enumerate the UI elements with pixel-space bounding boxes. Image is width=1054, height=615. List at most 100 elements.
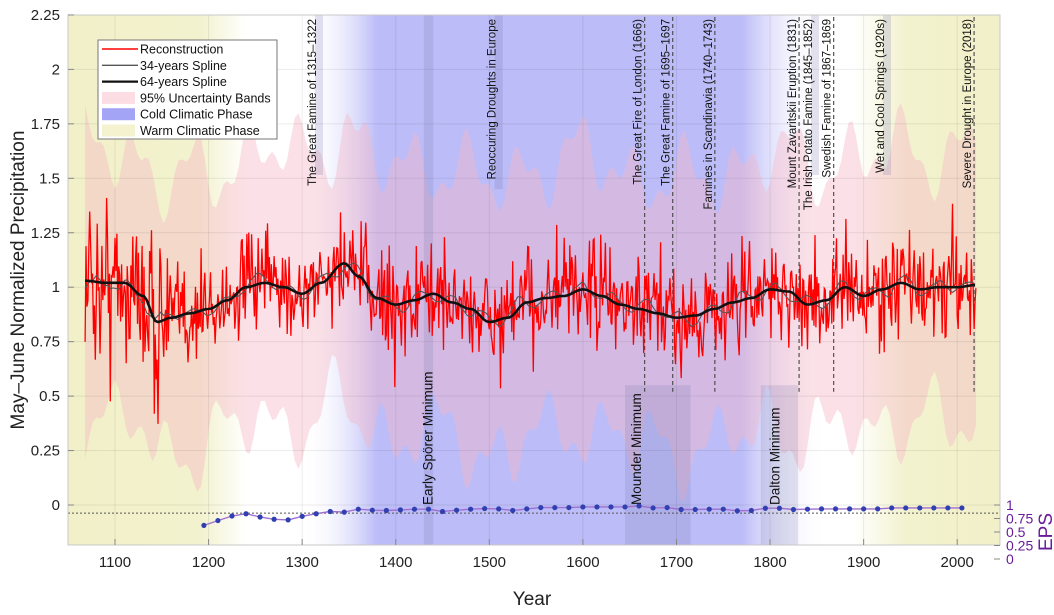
eps-point [313, 511, 319, 517]
eps-point [664, 504, 670, 511]
y2-tick-label: 1 [1006, 497, 1014, 513]
event-band [315, 15, 324, 175]
eps-point [538, 504, 544, 511]
y-tick-label: 0 [52, 497, 60, 514]
eps-point [748, 507, 754, 514]
legend-entry-label: Warm Climatic Phase [140, 124, 260, 138]
eps-point [734, 508, 740, 514]
y-tick-label: 2 [52, 61, 60, 78]
eps-point [201, 522, 207, 529]
eps-point [285, 517, 291, 523]
eps-point [861, 506, 867, 512]
eps-point [889, 505, 895, 511]
eps-point [931, 505, 937, 511]
legend-entry-label: Cold Climatic Phase [140, 108, 253, 122]
y-tick-label: 0.25 [31, 443, 60, 460]
event-label: Severe Drought in Europe (2018) [962, 19, 974, 189]
event-label: Famines in Scandinavia (1740–1743) [703, 19, 715, 210]
eps-point [650, 505, 656, 511]
eps-point [299, 513, 305, 519]
eps-point [847, 506, 853, 512]
event-band [810, 15, 819, 175]
eps-point [397, 507, 404, 513]
eps-point [425, 506, 432, 512]
event-label: Wet and Cool Springs (1920s) [875, 19, 887, 173]
y-axis-label: May–June Normalized Precipitation [8, 131, 29, 430]
eps-point [790, 506, 797, 513]
eps-point [453, 507, 460, 513]
eps-point [692, 506, 698, 513]
eps-point [566, 504, 572, 511]
eps-point [383, 507, 389, 514]
event-label: The Irish Potato Famine (1845–1852) [803, 19, 815, 210]
eps-point [580, 504, 586, 510]
x-tick-label: 1300 [285, 554, 318, 571]
eps-point [482, 505, 488, 512]
plot-frame [67, 14, 1001, 546]
legend-swatch-patch [102, 91, 135, 104]
eps-point [341, 509, 347, 515]
y2-tick-label: 0.25 [1006, 538, 1033, 554]
eps-point [608, 504, 614, 510]
event-label: Reoccuring Droughts in Europe [487, 19, 499, 179]
x-tick-label: 1900 [847, 554, 880, 571]
eps-point [636, 503, 642, 509]
eps-point [510, 507, 516, 514]
spline-64yr-line [85, 261, 976, 324]
solar-minimum-label: Dalton Minimum [768, 407, 783, 505]
legend-box [97, 39, 278, 140]
legend-entry-label: 95% Uncertainty Bands [140, 91, 271, 105]
x-tick-label: 2000 [941, 554, 974, 571]
eps-point [369, 507, 375, 513]
eps-point [524, 506, 530, 512]
eps-point [271, 516, 277, 522]
solar-minimum-band [760, 385, 799, 545]
eps-series [68, 503, 1000, 529]
solar-minimum-label: Mounder Minimum [629, 393, 644, 505]
reconstruction-line [84, 197, 977, 424]
eps-point [411, 506, 418, 512]
y-tick-label: 2.25 [31, 7, 60, 24]
eps-point [903, 505, 909, 511]
eps-point [355, 506, 361, 512]
legend-entry-label: 34-years Spline [140, 59, 227, 73]
eps-point [804, 506, 811, 512]
x-axis-label: Year [513, 589, 552, 610]
eps-point [439, 508, 446, 515]
solar-minimum-band [625, 385, 691, 545]
eps-point [945, 505, 951, 511]
y-tick-label: 1 [52, 279, 60, 296]
eps-point [832, 506, 839, 512]
legend-swatch-patch [102, 124, 135, 137]
event-markers: The Great Famine of 1315–1322 Reoccuring … [307, 15, 975, 392]
x-tick-label: 1700 [660, 554, 693, 571]
eps-point [720, 506, 726, 512]
event-label: Mount Zavaritskii Eruption (1831) [787, 19, 799, 189]
y-tick-label: 0.5 [39, 388, 60, 405]
y-tick-label: 0.75 [31, 334, 60, 351]
eps-point [594, 504, 600, 510]
x-tick-label: 1500 [473, 554, 506, 571]
eps-point [818, 506, 825, 512]
eps-point [468, 506, 474, 512]
eps-point [678, 506, 684, 513]
x-tick-label: 1400 [379, 554, 412, 571]
x-tick-label: 1600 [566, 554, 599, 571]
x-tick-label: 1200 [192, 554, 225, 571]
y2-axis-label: EPS [1036, 513, 1054, 551]
legend-swatch-patch [102, 108, 135, 121]
event-label: The Great Famine of 1695–1697 [661, 19, 673, 186]
eps-point [776, 505, 783, 511]
event-band [883, 15, 892, 175]
y2-tick-label: 0.5 [1006, 524, 1026, 540]
eps-point [229, 513, 235, 519]
event-label: The Great Famine of 1315–1322 [307, 19, 319, 186]
y2-tick-label: 0 [1006, 551, 1014, 567]
axes: 1 1 0 0 1200 1300 1400 1500 1600 1700 1800 1900 2000… [8, 7, 1054, 610]
eps-point [257, 514, 263, 520]
eps-point [327, 508, 333, 515]
eps-point [875, 506, 881, 512]
x-tick-label: 1800 [753, 554, 786, 571]
y-tick-label: 1.25 [31, 225, 60, 242]
